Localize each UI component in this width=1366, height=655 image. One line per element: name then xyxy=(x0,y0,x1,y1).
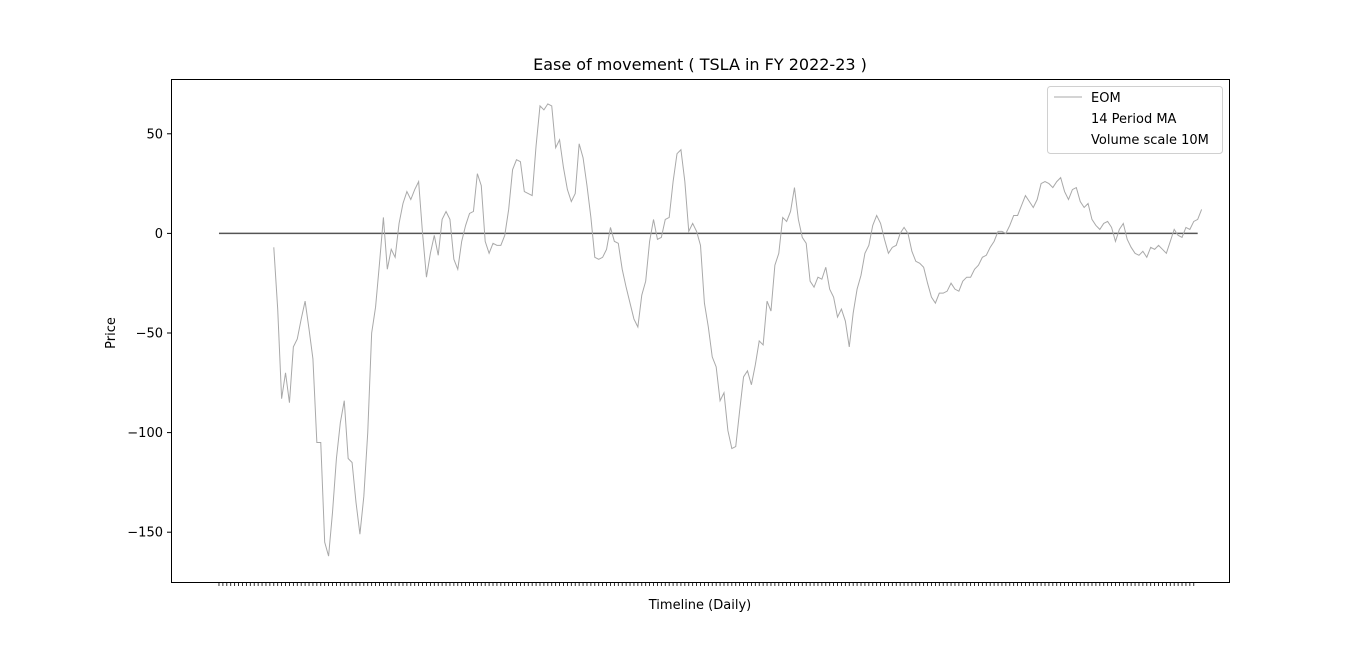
x-axis xyxy=(218,582,1195,586)
legend-label-volume: Volume scale 10M xyxy=(1091,133,1209,148)
legend: EOM 14 Period MA Volume scale 10M xyxy=(1047,86,1223,154)
y-axis-label: Price xyxy=(104,317,119,349)
y-tick-label: −150 xyxy=(127,526,163,541)
y-tick-label: −50 xyxy=(136,326,163,341)
series-layer xyxy=(218,103,1203,557)
legend-box xyxy=(1047,86,1223,154)
legend-label-eom: EOM xyxy=(1091,91,1121,106)
y-tick-label: −100 xyxy=(127,426,163,441)
series-line-eom xyxy=(273,103,1203,557)
y-axis: 50 0 −50 −100 −150 xyxy=(127,127,172,541)
legend-label-ma: 14 Period MA xyxy=(1091,112,1177,127)
y-tick-label: 50 xyxy=(146,127,163,142)
chart-title: Ease of movement ( TSLA in FY 2022-23 ) xyxy=(533,55,867,74)
y-tick-label: 0 xyxy=(155,227,163,242)
x-axis-label: Timeline (Daily) xyxy=(648,598,751,613)
